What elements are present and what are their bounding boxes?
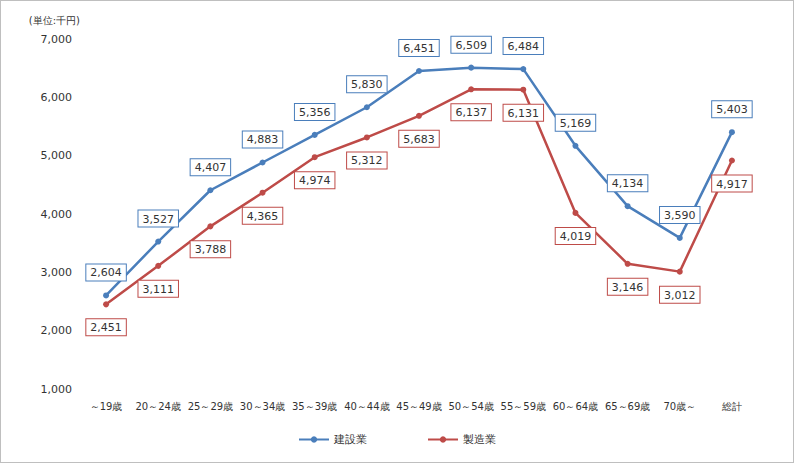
svg-text:2,451: 2,451 xyxy=(90,321,122,334)
svg-text:5,683: 5,683 xyxy=(403,133,435,146)
svg-text:(単位:千円): (単位:千円) xyxy=(29,15,80,26)
svg-text:1,000: 1,000 xyxy=(41,383,73,396)
svg-text:4,407: 4,407 xyxy=(195,161,227,174)
svg-text:6,000: 6,000 xyxy=(41,91,73,104)
svg-text:3,146: 3,146 xyxy=(612,281,644,294)
svg-text:5,000: 5,000 xyxy=(41,149,73,162)
svg-text:7,000: 7,000 xyxy=(41,33,73,46)
svg-text:3,788: 3,788 xyxy=(195,243,227,256)
svg-text:～19歳: ～19歳 xyxy=(90,401,123,412)
svg-text:5,830: 5,830 xyxy=(351,78,383,91)
svg-text:6,131: 6,131 xyxy=(508,107,540,120)
svg-text:5,356: 5,356 xyxy=(299,106,331,119)
svg-text:4,134: 4,134 xyxy=(612,177,644,190)
svg-text:4,000: 4,000 xyxy=(41,208,73,221)
svg-text:60～64歳: 60～64歳 xyxy=(553,401,598,412)
svg-text:4,883: 4,883 xyxy=(247,133,279,146)
svg-text:30～34歳: 30～34歳 xyxy=(240,401,285,412)
svg-text:3,111: 3,111 xyxy=(142,283,174,296)
svg-text:5,403: 5,403 xyxy=(716,103,748,116)
svg-text:3,527: 3,527 xyxy=(142,213,174,226)
svg-text:45～49歳: 45～49歳 xyxy=(396,401,441,412)
svg-text:55～59歳: 55～59歳 xyxy=(501,401,546,412)
svg-text:4,365: 4,365 xyxy=(247,210,279,223)
svg-text:総計: 総計 xyxy=(721,401,742,412)
svg-text:5,169: 5,169 xyxy=(560,117,592,130)
svg-text:3,000: 3,000 xyxy=(41,266,73,279)
svg-text:6,451: 6,451 xyxy=(403,42,435,55)
svg-text:3,590: 3,590 xyxy=(664,209,696,222)
svg-text:4,974: 4,974 xyxy=(299,174,331,187)
svg-text:20～24歳: 20～24歳 xyxy=(136,401,181,412)
svg-text:5,312: 5,312 xyxy=(351,154,383,167)
svg-text:6,509: 6,509 xyxy=(455,39,487,52)
svg-text:2,604: 2,604 xyxy=(90,266,122,279)
svg-text:3,012: 3,012 xyxy=(664,289,696,302)
svg-text:35～39歳: 35～39歳 xyxy=(292,401,337,412)
svg-text:建設業: 建設業 xyxy=(333,433,367,446)
svg-text:65～69歳: 65～69歳 xyxy=(605,401,650,412)
svg-text:製造業: 製造業 xyxy=(463,433,496,446)
svg-text:2,000: 2,000 xyxy=(41,324,73,337)
svg-text:4,917: 4,917 xyxy=(716,178,748,191)
svg-text:6,137: 6,137 xyxy=(455,106,487,119)
svg-text:40～44歳: 40～44歳 xyxy=(344,401,389,412)
svg-text:4,019: 4,019 xyxy=(560,230,592,243)
svg-text:70歳～: 70歳～ xyxy=(663,401,696,412)
svg-text:50～54歳: 50～54歳 xyxy=(448,401,493,412)
svg-text:6,484: 6,484 xyxy=(508,40,540,53)
svg-text:25～29歳: 25～29歳 xyxy=(188,401,233,412)
